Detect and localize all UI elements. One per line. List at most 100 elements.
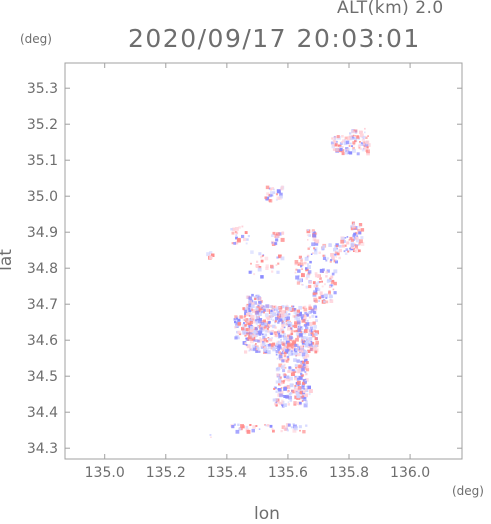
echo-point [358, 223, 363, 227]
echo-point [283, 317, 287, 321]
echo-point [335, 260, 338, 264]
echo-point [252, 318, 255, 321]
echo-point [289, 349, 293, 353]
echo-point [333, 254, 336, 257]
echo-point [255, 348, 258, 351]
echo-point [295, 268, 298, 271]
echo-point [328, 243, 332, 247]
echo-point [301, 257, 303, 260]
echo-point [312, 321, 316, 325]
echo-point [328, 285, 332, 288]
echo-point [359, 142, 363, 146]
echo-point [308, 306, 312, 310]
echo-point [281, 382, 283, 385]
echo-point [275, 390, 278, 393]
echo-point [357, 144, 361, 148]
echo-point [296, 343, 299, 347]
echo-point [300, 374, 304, 378]
echo-point [251, 428, 255, 433]
echo-point [253, 339, 256, 342]
echo-point [235, 321, 239, 325]
echo-point [364, 131, 366, 134]
echo-point [248, 304, 251, 308]
echo-point [310, 341, 313, 343]
echo-point [303, 388, 305, 390]
echo-point [297, 328, 302, 332]
echo-point [356, 235, 359, 238]
echo-point [309, 280, 312, 284]
echo-point [305, 373, 308, 376]
echo-point [211, 253, 215, 257]
echo-point [318, 251, 321, 254]
echo-point [309, 389, 313, 393]
echo-point [210, 436, 212, 438]
echo-point [277, 393, 281, 397]
echo-point [365, 140, 370, 145]
echo-point [255, 343, 257, 345]
echo-point [357, 228, 360, 232]
echo-point [308, 270, 312, 274]
echo-point [270, 309, 273, 312]
echo-point [360, 236, 364, 240]
echo-point [259, 324, 263, 328]
echo-point [278, 354, 283, 359]
echo-point [237, 322, 241, 326]
echo-point [355, 236, 359, 241]
echo-point [245, 344, 248, 346]
echo-point [251, 336, 256, 341]
echo-point [275, 404, 278, 407]
echo-point [293, 345, 297, 349]
echo-point [274, 398, 279, 402]
echo-point [278, 388, 282, 392]
echo-point [269, 310, 274, 315]
echo-point [366, 151, 370, 156]
echo-point [314, 251, 318, 255]
echo-point [352, 134, 355, 137]
echo-point [284, 343, 287, 346]
echo-point [276, 342, 280, 346]
echo-point [258, 252, 262, 256]
echo-point [234, 315, 238, 319]
echo-point [252, 425, 256, 429]
echo-point [241, 234, 245, 239]
echo-point [247, 321, 251, 325]
echo-point [254, 327, 258, 331]
echo-point [313, 311, 317, 315]
echo-point [289, 376, 293, 381]
echo-point [300, 330, 305, 335]
echo-point [251, 293, 254, 297]
echo-point [347, 150, 350, 153]
echo-point [297, 320, 301, 325]
echo-point [308, 284, 312, 289]
echo-point [245, 318, 249, 321]
echo-point [287, 344, 291, 348]
echo-point [260, 256, 263, 259]
echo-point [285, 307, 289, 311]
echo-point [333, 247, 337, 252]
echo-point [234, 324, 238, 328]
echo-point [231, 231, 235, 235]
echo-point [331, 256, 335, 260]
echo-point [295, 275, 300, 280]
echo-point [238, 427, 242, 431]
echo-point [291, 340, 294, 343]
echo-point [291, 308, 296, 312]
echo-point [367, 143, 371, 147]
echo-point [250, 318, 253, 321]
echo-point [305, 277, 309, 280]
echo-point [281, 323, 285, 327]
echo-point [251, 302, 255, 306]
echo-point [260, 259, 264, 263]
echo-point [257, 267, 262, 272]
echo-point [234, 321, 236, 323]
echo-point [270, 332, 273, 335]
echo-point [262, 335, 266, 339]
echo-point [249, 306, 253, 310]
echo-point [359, 130, 363, 135]
echo-point [312, 230, 314, 232]
echo-point [332, 285, 334, 287]
echo-point [255, 307, 259, 311]
echo-point [259, 337, 261, 339]
echo-point [314, 332, 318, 336]
echo-point [282, 322, 286, 325]
